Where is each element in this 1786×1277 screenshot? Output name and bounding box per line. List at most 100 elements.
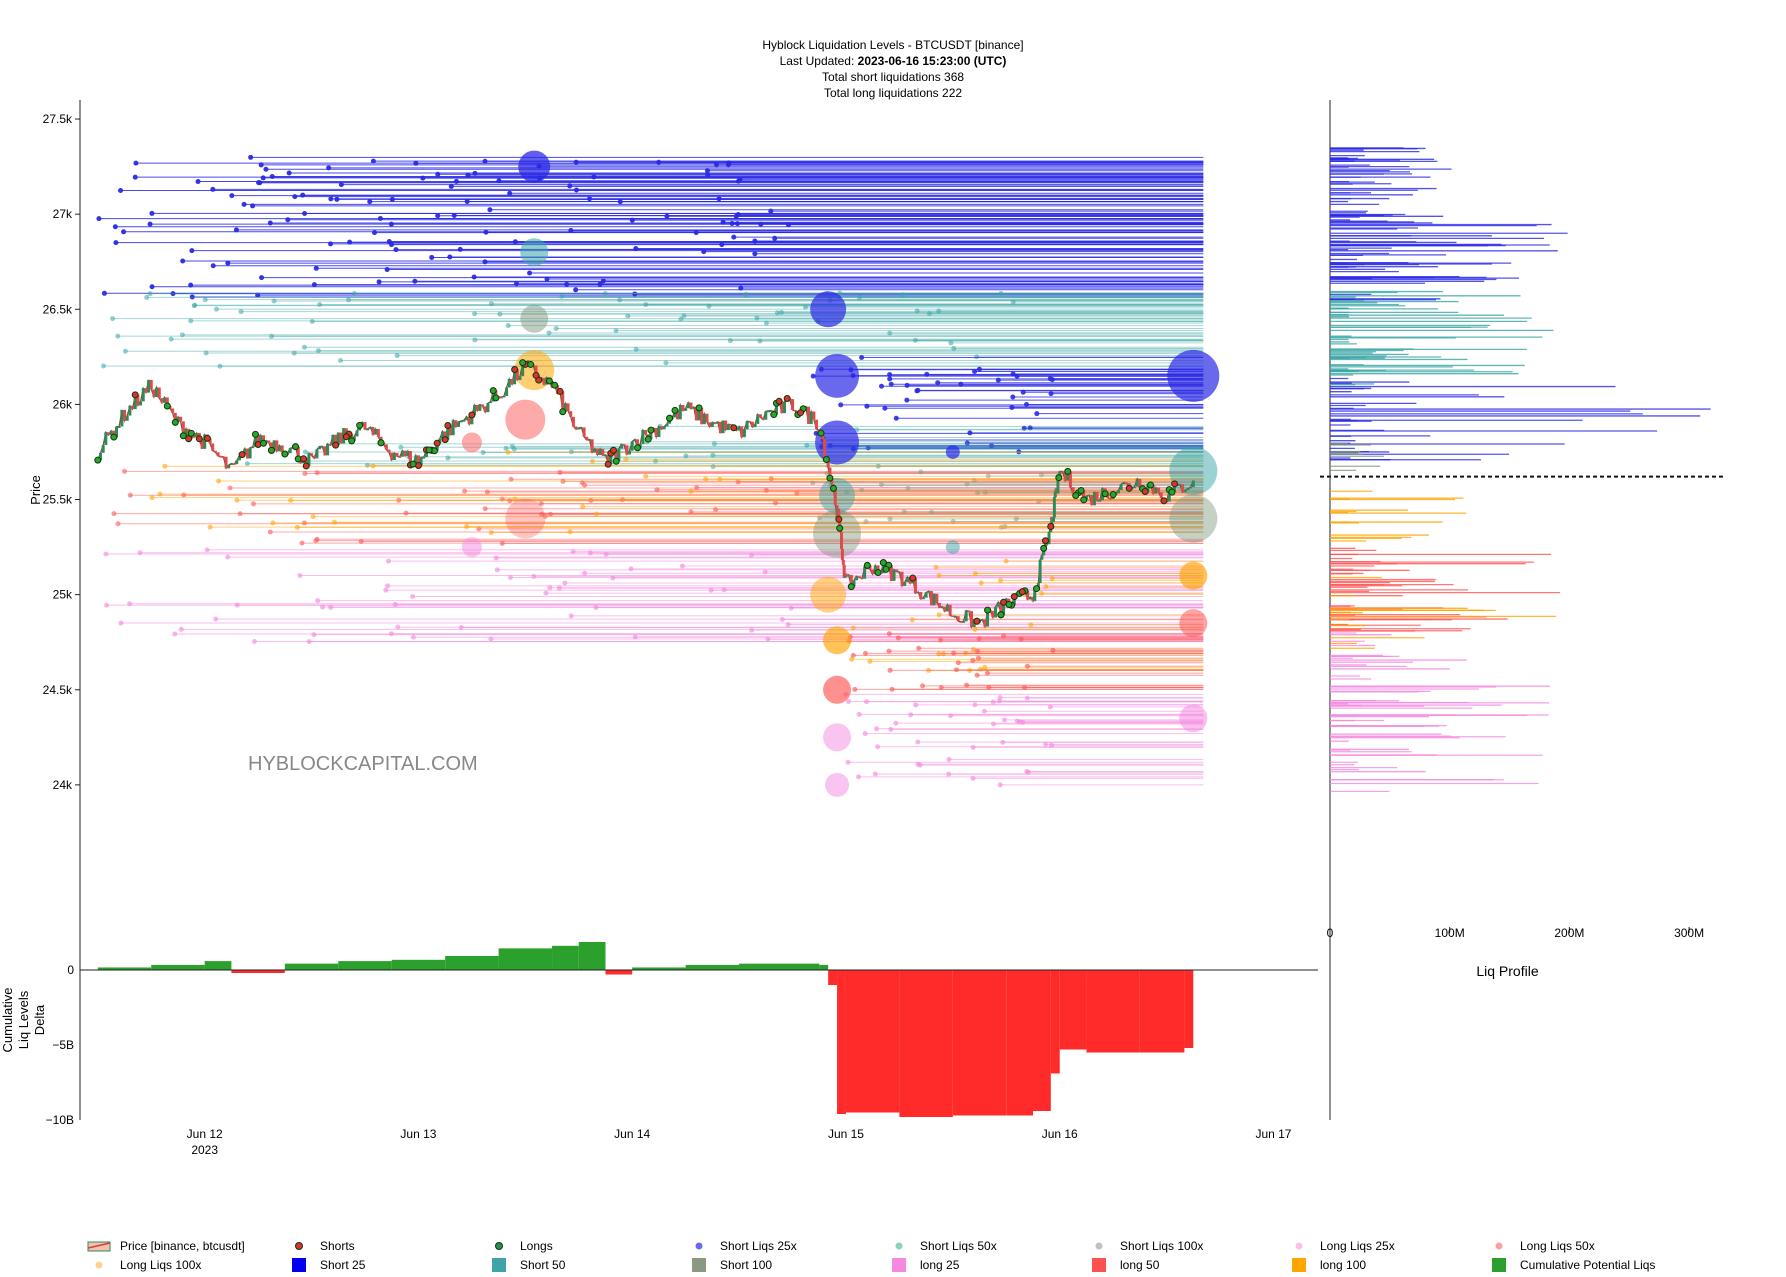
price-candle [721,420,725,434]
price-candle [860,577,864,579]
price-candle [165,397,169,406]
liq-level-start [873,726,879,732]
longs-marker [1147,481,1155,489]
price-candle [900,571,904,587]
liq-level-start [195,179,201,185]
liq-level-start [392,601,398,607]
price-candle [593,448,597,453]
cumulative-bar [1139,970,1185,1053]
liq-level-start [904,382,910,388]
price-candle [446,425,450,440]
price-candle [534,365,538,376]
liq-level-start [974,354,980,360]
liq-level-start [267,220,273,226]
price-candle [296,446,300,459]
price-candle [259,435,263,445]
longs-marker [163,402,171,410]
profile-tick-label: 300M [1674,926,1704,940]
x-tick-label: Jun 16 [1042,1127,1078,1141]
liq-level-start [872,771,878,777]
price-candle [216,452,220,457]
price-candle [617,448,621,462]
cumulative-bar [391,959,446,970]
legend-label: Long Liqs 100x [120,1258,201,1272]
price-candle [200,438,204,449]
price-candle [237,455,241,461]
liq-level-start [633,346,639,352]
liq-level-start [351,291,357,297]
price-candle [871,569,875,575]
liq-level-start [936,572,942,578]
shorts-marker [556,387,564,395]
price-candle [128,405,132,416]
price-candle [336,432,340,446]
price-candle [1157,487,1161,493]
price-candle [1191,480,1195,488]
legend-price-swatch [87,1241,111,1252]
cumulative-bar [685,964,740,970]
liq-level-start [216,478,222,484]
liq-level-start [480,449,486,455]
legend-dot [1295,1242,1303,1250]
liq-level-start [888,381,894,387]
liq-bubble [1167,349,1220,402]
liq-level-start [539,511,545,517]
price-candle [678,404,682,420]
liq-level-start [111,511,117,517]
liq-level-start [1047,704,1053,710]
price-candle [840,548,844,560]
liq-level-start [260,175,266,181]
shorts-marker [342,433,350,441]
liq-level-start [144,294,150,300]
shorts-marker [783,395,791,403]
liq-level-start [997,782,1003,788]
price-candle [951,615,955,618]
liq-level-start [543,590,549,596]
liq-level-start [270,520,276,526]
price-candle [171,408,175,413]
liq-level-start [719,242,725,248]
chart-title: Hyblock Liquidation Levels - BTCUSDT [bi… [762,38,1023,52]
longs-marker [348,437,356,445]
price-candle [1056,474,1060,494]
price-candle [943,606,947,612]
liq-bubble [520,238,549,267]
liq-level-start [936,308,942,314]
longs-marker [997,611,1005,619]
profile-tick-label: 200M [1554,926,1584,940]
legend-label: Shorts [320,1239,355,1253]
shorts-marker [1047,522,1055,530]
shorts-marker [131,391,139,399]
shorts-marker [185,435,193,443]
price-candle [376,428,380,437]
price-candle [1082,490,1086,500]
price-candle [1119,484,1123,491]
liq-level-start [727,338,733,344]
liq-level-start [625,313,631,319]
liq-level-start [970,744,976,750]
liq-level-start [122,348,128,354]
liq-level-start [328,604,334,610]
liq-level-start [286,170,292,176]
liq-level-start [735,178,741,184]
longs-marker [770,411,778,419]
liq-level-start [1020,389,1026,395]
longs-marker [836,524,844,532]
longs-marker [1168,488,1176,496]
price-candle [521,362,525,377]
liq-level-start [370,158,376,164]
cum-axis-title: Liq Levels [16,990,31,1049]
liq-level-start [147,221,153,227]
longs-marker [879,559,887,567]
liq-level-start [505,323,511,329]
price-candle [269,442,273,451]
price-candle [481,404,485,407]
liq-level-start [180,258,186,264]
price-candle [1031,597,1035,602]
price-candle [791,399,795,410]
liq-level-start [926,311,932,317]
liq-level-start [258,162,264,168]
price-candle [1051,517,1055,522]
price-candle [179,416,183,422]
price-candle [398,456,402,458]
